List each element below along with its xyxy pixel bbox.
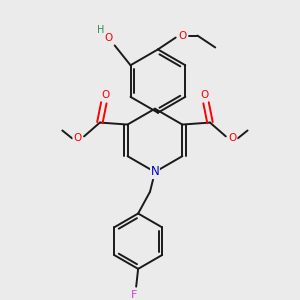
Text: O: O (73, 134, 81, 143)
Text: O: O (105, 33, 113, 43)
Text: O: O (178, 31, 187, 40)
Text: O: O (200, 90, 208, 100)
Text: O: O (102, 90, 110, 100)
Text: F: F (131, 290, 137, 300)
Text: O: O (229, 134, 237, 143)
Text: N: N (151, 166, 159, 178)
Text: H: H (97, 25, 104, 35)
